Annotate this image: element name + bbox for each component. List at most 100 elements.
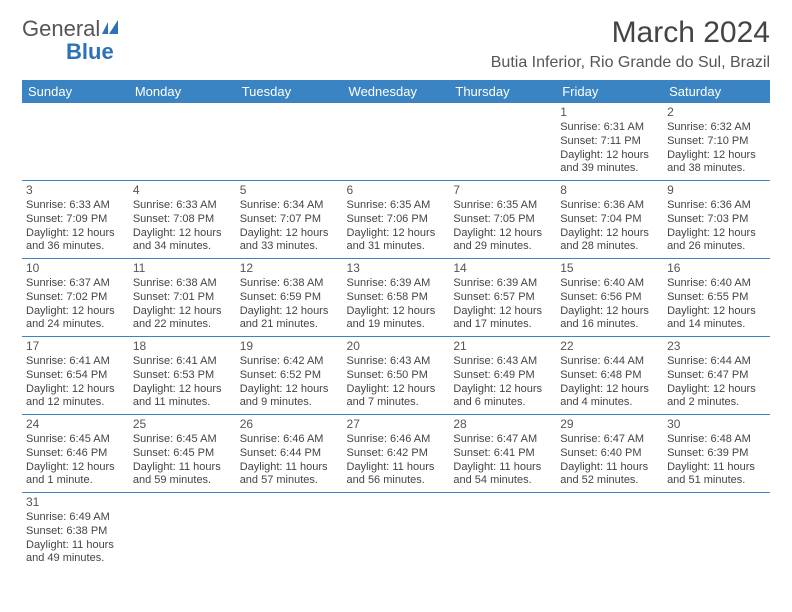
calendar-row: 10Sunrise: 6:37 AMSunset: 7:02 PMDayligh… [22, 259, 770, 337]
sunset-text: Sunset: 6:41 PM [453, 447, 552, 461]
sunset-text: Sunset: 6:57 PM [453, 291, 552, 305]
daylight-text: Daylight: 12 hours and 31 minutes. [347, 227, 446, 255]
day-number: 12 [240, 261, 339, 276]
calendar-cell: 20Sunrise: 6:43 AMSunset: 6:50 PMDayligh… [343, 337, 450, 415]
sunrise-text: Sunrise: 6:39 AM [347, 277, 446, 291]
daylight-text: Daylight: 11 hours and 59 minutes. [133, 461, 232, 489]
daylight-text: Daylight: 12 hours and 6 minutes. [453, 383, 552, 411]
weekday-header: Sunday [22, 80, 129, 103]
sunset-text: Sunset: 6:45 PM [133, 447, 232, 461]
day-number: 25 [133, 417, 232, 432]
sunrise-text: Sunrise: 6:44 AM [560, 355, 659, 369]
sunset-text: Sunset: 6:55 PM [667, 291, 766, 305]
day-number: 5 [240, 183, 339, 198]
calendar-cell: 28Sunrise: 6:47 AMSunset: 6:41 PMDayligh… [449, 415, 556, 493]
calendar-cell: 24Sunrise: 6:45 AMSunset: 6:46 PMDayligh… [22, 415, 129, 493]
calendar-cell: 8Sunrise: 6:36 AMSunset: 7:04 PMDaylight… [556, 181, 663, 259]
sunset-text: Sunset: 6:44 PM [240, 447, 339, 461]
calendar-row: 31Sunrise: 6:49 AMSunset: 6:38 PMDayligh… [22, 493, 770, 571]
daylight-text: Daylight: 12 hours and 38 minutes. [667, 149, 766, 177]
daylight-text: Daylight: 11 hours and 56 minutes. [347, 461, 446, 489]
daylight-text: Daylight: 12 hours and 24 minutes. [26, 305, 125, 333]
daylight-text: Daylight: 12 hours and 7 minutes. [347, 383, 446, 411]
logo-text: General Blue [22, 18, 124, 64]
daylight-text: Daylight: 12 hours and 39 minutes. [560, 149, 659, 177]
calendar-cell: 15Sunrise: 6:40 AMSunset: 6:56 PMDayligh… [556, 259, 663, 337]
sunset-text: Sunset: 6:58 PM [347, 291, 446, 305]
day-number: 8 [560, 183, 659, 198]
calendar-table: SundayMondayTuesdayWednesdayThursdayFrid… [22, 80, 770, 570]
daylight-text: Daylight: 12 hours and 19 minutes. [347, 305, 446, 333]
calendar-cell [343, 493, 450, 571]
page-title: March 2024 [491, 18, 770, 48]
sunrise-text: Sunrise: 6:35 AM [453, 199, 552, 213]
day-number: 4 [133, 183, 232, 198]
day-number: 21 [453, 339, 552, 354]
day-number: 16 [667, 261, 766, 276]
calendar-cell [129, 493, 236, 571]
calendar-cell [449, 493, 556, 571]
sunset-text: Sunset: 7:10 PM [667, 135, 766, 149]
calendar-cell [129, 103, 236, 181]
logo-text-1: General [22, 16, 100, 41]
daylight-text: Daylight: 12 hours and 9 minutes. [240, 383, 339, 411]
sunrise-text: Sunrise: 6:47 AM [453, 433, 552, 447]
daylight-text: Daylight: 11 hours and 52 minutes. [560, 461, 659, 489]
daylight-text: Daylight: 11 hours and 54 minutes. [453, 461, 552, 489]
flag-icon [102, 23, 124, 40]
sunrise-text: Sunrise: 6:31 AM [560, 121, 659, 135]
day-number: 30 [667, 417, 766, 432]
day-number: 31 [26, 495, 125, 510]
sunset-text: Sunset: 6:48 PM [560, 369, 659, 383]
sunset-text: Sunset: 6:47 PM [667, 369, 766, 383]
sunrise-text: Sunrise: 6:32 AM [667, 121, 766, 135]
day-number: 28 [453, 417, 552, 432]
day-number: 29 [560, 417, 659, 432]
sunrise-text: Sunrise: 6:34 AM [240, 199, 339, 213]
daylight-text: Daylight: 12 hours and 12 minutes. [26, 383, 125, 411]
weekday-header: Wednesday [343, 80, 450, 103]
day-number: 13 [347, 261, 446, 276]
calendar-cell [236, 493, 343, 571]
sunset-text: Sunset: 6:46 PM [26, 447, 125, 461]
sunrise-text: Sunrise: 6:48 AM [667, 433, 766, 447]
calendar-cell: 21Sunrise: 6:43 AMSunset: 6:49 PMDayligh… [449, 337, 556, 415]
calendar-cell: 9Sunrise: 6:36 AMSunset: 7:03 PMDaylight… [663, 181, 770, 259]
sunrise-text: Sunrise: 6:47 AM [560, 433, 659, 447]
sunset-text: Sunset: 6:50 PM [347, 369, 446, 383]
day-number: 22 [560, 339, 659, 354]
calendar-cell: 26Sunrise: 6:46 AMSunset: 6:44 PMDayligh… [236, 415, 343, 493]
day-number: 26 [240, 417, 339, 432]
weekday-header: Tuesday [236, 80, 343, 103]
calendar-row: 1Sunrise: 6:31 AMSunset: 7:11 PMDaylight… [22, 103, 770, 181]
daylight-text: Daylight: 11 hours and 49 minutes. [26, 539, 125, 567]
sunrise-text: Sunrise: 6:41 AM [133, 355, 232, 369]
calendar-row: 24Sunrise: 6:45 AMSunset: 6:46 PMDayligh… [22, 415, 770, 493]
calendar-row: 3Sunrise: 6:33 AMSunset: 7:09 PMDaylight… [22, 181, 770, 259]
sunrise-text: Sunrise: 6:36 AM [560, 199, 659, 213]
calendar-cell [556, 493, 663, 571]
weekday-header: Monday [129, 80, 236, 103]
sunrise-text: Sunrise: 6:45 AM [133, 433, 232, 447]
calendar-row: 17Sunrise: 6:41 AMSunset: 6:54 PMDayligh… [22, 337, 770, 415]
daylight-text: Daylight: 12 hours and 29 minutes. [453, 227, 552, 255]
sunset-text: Sunset: 6:40 PM [560, 447, 659, 461]
sunrise-text: Sunrise: 6:38 AM [240, 277, 339, 291]
sunrise-text: Sunrise: 6:38 AM [133, 277, 232, 291]
day-number: 18 [133, 339, 232, 354]
logo: General Blue [22, 18, 124, 64]
daylight-text: Daylight: 12 hours and 34 minutes. [133, 227, 232, 255]
sunrise-text: Sunrise: 6:44 AM [667, 355, 766, 369]
location: Butia Inferior, Rio Grande do Sul, Brazi… [491, 54, 770, 72]
calendar-cell: 3Sunrise: 6:33 AMSunset: 7:09 PMDaylight… [22, 181, 129, 259]
daylight-text: Daylight: 12 hours and 26 minutes. [667, 227, 766, 255]
daylight-text: Daylight: 12 hours and 33 minutes. [240, 227, 339, 255]
calendar-cell: 11Sunrise: 6:38 AMSunset: 7:01 PMDayligh… [129, 259, 236, 337]
day-number: 20 [347, 339, 446, 354]
calendar-cell: 30Sunrise: 6:48 AMSunset: 6:39 PMDayligh… [663, 415, 770, 493]
day-number: 10 [26, 261, 125, 276]
sunset-text: Sunset: 7:08 PM [133, 213, 232, 227]
day-number: 11 [133, 261, 232, 276]
day-number: 19 [240, 339, 339, 354]
daylight-text: Daylight: 11 hours and 51 minutes. [667, 461, 766, 489]
